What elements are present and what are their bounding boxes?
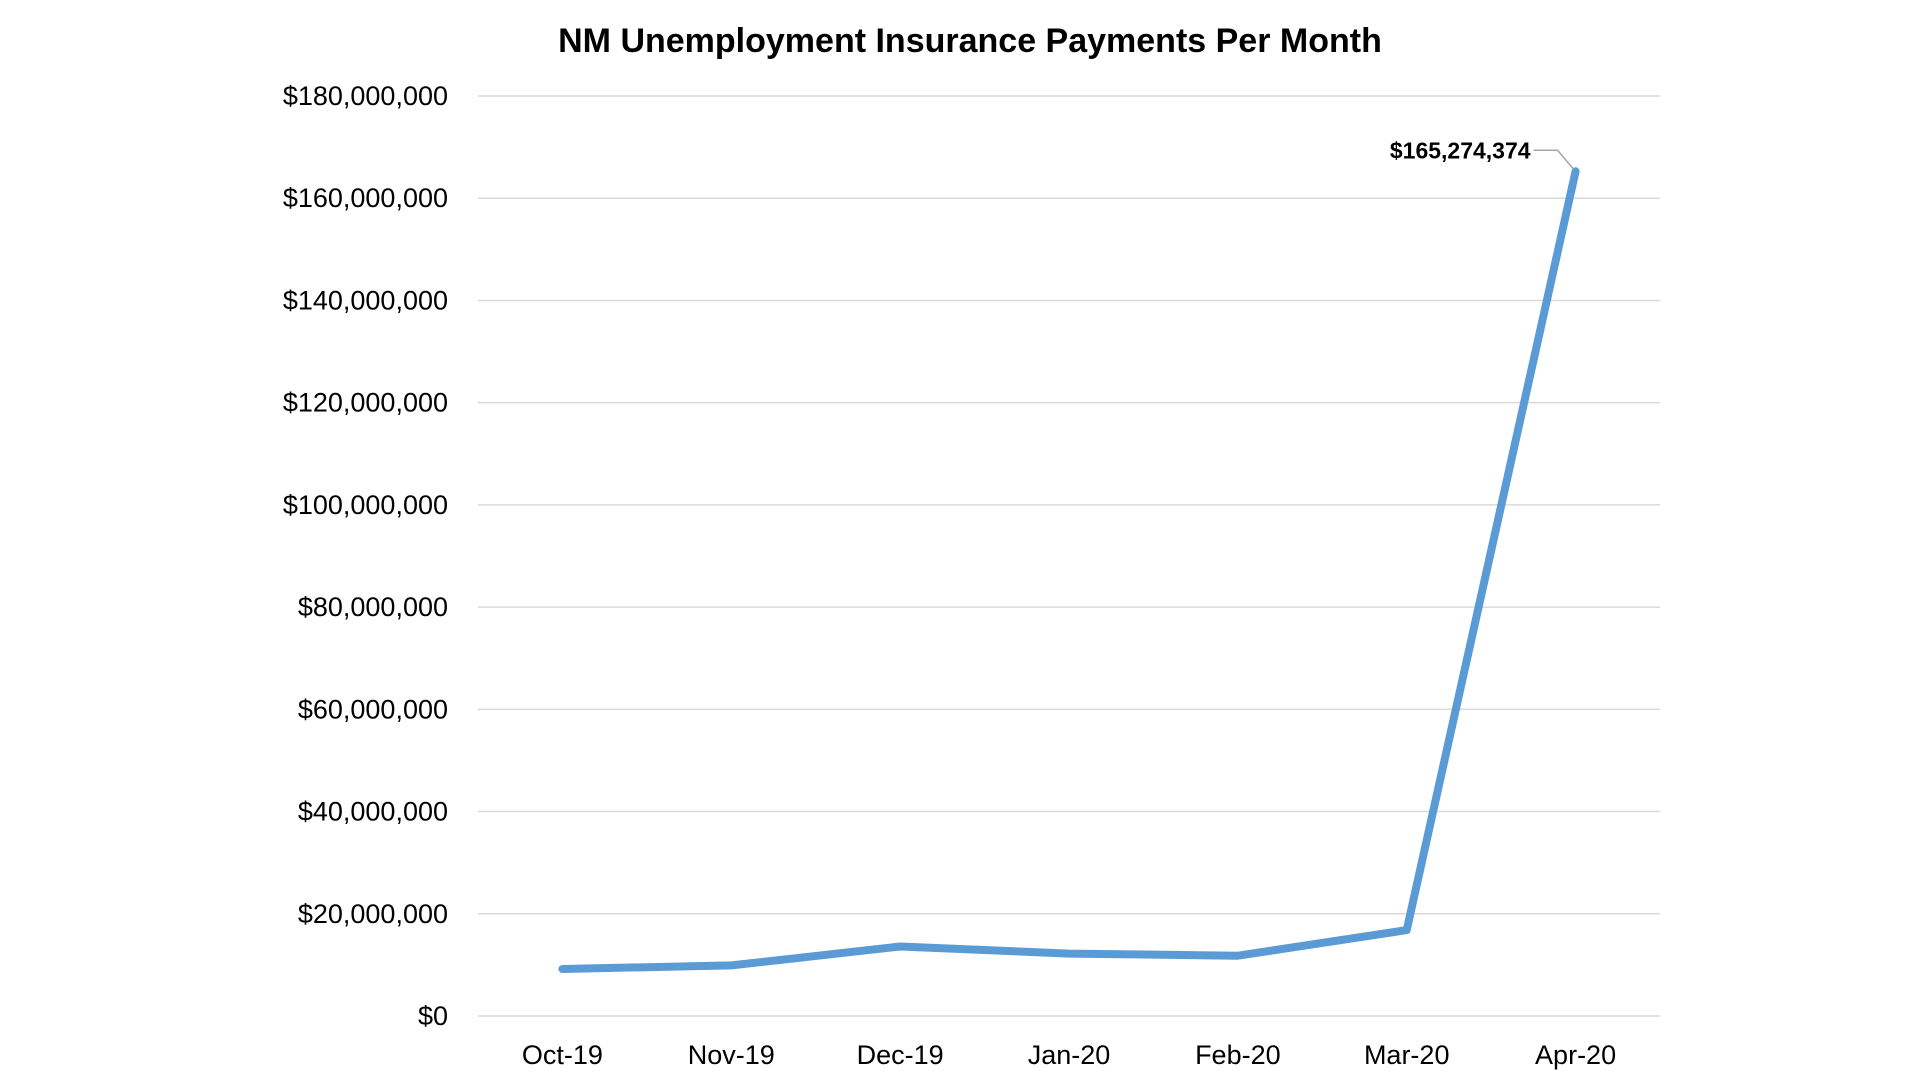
y-tick-label: $60,000,000 xyxy=(298,694,448,724)
y-tick-label: $180,000,000 xyxy=(283,81,448,111)
y-tick-label: $20,000,000 xyxy=(298,899,448,929)
x-tick-label: Jan-20 xyxy=(1028,1040,1111,1070)
x-tick-label: Dec-19 xyxy=(857,1040,944,1070)
x-tick-label: Mar-20 xyxy=(1364,1040,1450,1070)
y-tick-label: $140,000,000 xyxy=(283,285,448,315)
x-tick-label: Nov-19 xyxy=(688,1040,775,1070)
data-labels: $165,274,374 xyxy=(1390,137,1575,170)
series-line xyxy=(558,167,1580,973)
y-tick-label: $120,000,000 xyxy=(283,388,448,418)
x-tick-label: Feb-20 xyxy=(1195,1040,1281,1070)
series-lines xyxy=(558,167,1580,973)
y-tick-label: $40,000,000 xyxy=(298,797,448,827)
data-label: $165,274,374 xyxy=(1390,137,1531,163)
x-axis-tick-labels: Oct-19 Nov-19 Dec-19 Jan-20 Feb-20 Mar-20 Apr-… xyxy=(522,1040,1616,1070)
gridlines xyxy=(478,95,1660,1017)
y-tick-label: $80,000,000 xyxy=(298,592,448,622)
y-axis-tick-labels: $0 $20,000,000 $40,000,000 $60,000,000 $80,0… xyxy=(283,81,448,1031)
x-tick-label: Apr-20 xyxy=(1535,1040,1616,1070)
data-label-leader-line xyxy=(1533,149,1575,170)
x-tick-label: Oct-19 xyxy=(522,1040,603,1070)
y-tick-label: $100,000,000 xyxy=(283,490,448,520)
y-tick-label: $160,000,000 xyxy=(283,183,448,213)
chart-title: NM Unemployment Insurance Payments Per M… xyxy=(558,22,1382,60)
y-tick-label: $0 xyxy=(418,1001,448,1031)
